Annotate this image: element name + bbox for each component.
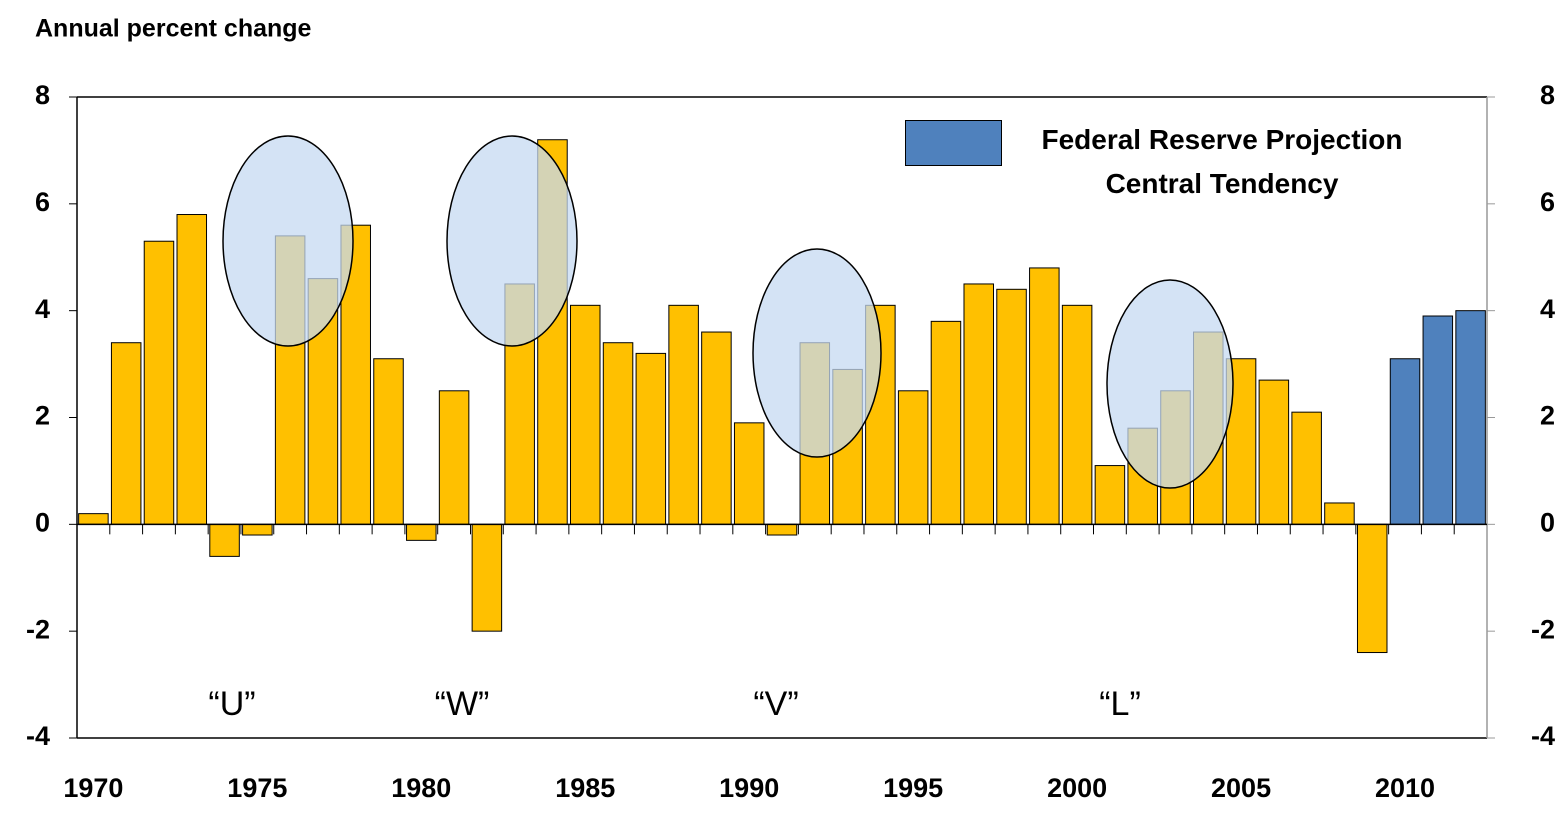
- bar: [78, 513, 109, 525]
- bar: [1094, 465, 1126, 525]
- bar: [406, 523, 437, 541]
- y-tick-label: 2: [35, 401, 50, 431]
- annotation: “U”: [208, 685, 255, 723]
- x-tick-label: 1985: [555, 773, 615, 803]
- bar: [209, 523, 240, 557]
- highlight-ellipse: [446, 135, 578, 347]
- x-tick-label: 1995: [883, 773, 943, 803]
- bar: [242, 523, 273, 536]
- bar: [1389, 358, 1421, 525]
- y-tick-label: -4: [26, 721, 50, 751]
- bar: [373, 358, 404, 525]
- x-tick-label: 2000: [1047, 773, 1107, 803]
- bar: [471, 523, 503, 632]
- highlight-ellipse: [1106, 279, 1234, 489]
- y2-tick-label: -2: [1531, 614, 1555, 644]
- bar: [143, 240, 175, 525]
- y2-tick-label: 4: [1540, 294, 1555, 324]
- bar: [1356, 523, 1388, 654]
- bar: [602, 342, 634, 525]
- bar: [1324, 502, 1355, 525]
- y2-tick-label: 2: [1540, 401, 1555, 431]
- bar: [766, 523, 798, 536]
- legend-swatch: [905, 120, 1002, 166]
- bar: [963, 283, 994, 525]
- bar: [176, 214, 208, 525]
- bar: [733, 422, 765, 525]
- y-tick-label: -2: [26, 614, 50, 644]
- bar: [635, 352, 667, 525]
- x-tick-label: 2010: [1375, 773, 1435, 803]
- bar: [438, 390, 470, 525]
- highlight-ellipse: [752, 248, 882, 458]
- highlights: [222, 135, 1234, 489]
- annotation: “L”: [1099, 685, 1141, 723]
- bar: [570, 304, 601, 525]
- x-tick-label: 2005: [1211, 773, 1271, 803]
- legend: Federal Reserve Projection Central Tende…: [905, 118, 1442, 206]
- highlight-ellipse: [222, 135, 354, 347]
- legend-label: Federal Reserve Projection Central Tende…: [1041, 124, 1403, 199]
- y2-tick-label: 0: [1540, 507, 1555, 537]
- bar: [1291, 411, 1322, 525]
- y-tick-label: 6: [35, 187, 50, 217]
- x-tick-label: 1970: [63, 773, 123, 803]
- bar: [1029, 267, 1060, 525]
- bar: [1258, 379, 1290, 525]
- x-tick-label: 1980: [391, 773, 451, 803]
- x-tick-label: 1990: [719, 773, 779, 803]
- bar: [996, 288, 1027, 525]
- y-tick-label: 4: [35, 294, 50, 324]
- annotation: “W”: [435, 685, 490, 723]
- bar: [1422, 315, 1454, 525]
- bar: [110, 342, 142, 525]
- bar: [668, 304, 699, 525]
- y2-tick-label: 8: [1540, 80, 1555, 110]
- y-tick-label: 8: [35, 80, 50, 110]
- bar: [930, 320, 962, 525]
- y-axis-label: Annual percent change: [35, 15, 312, 43]
- bar: [897, 390, 929, 525]
- y2-tick-label: -4: [1531, 721, 1555, 751]
- y-tick-label: 0: [35, 507, 50, 537]
- bar: [1061, 304, 1093, 525]
- bar: [701, 331, 732, 525]
- bar: [1455, 310, 1486, 525]
- annotation: “V”: [753, 685, 798, 723]
- x-tick-label: 1975: [227, 773, 287, 803]
- y2-tick-label: 6: [1540, 187, 1555, 217]
